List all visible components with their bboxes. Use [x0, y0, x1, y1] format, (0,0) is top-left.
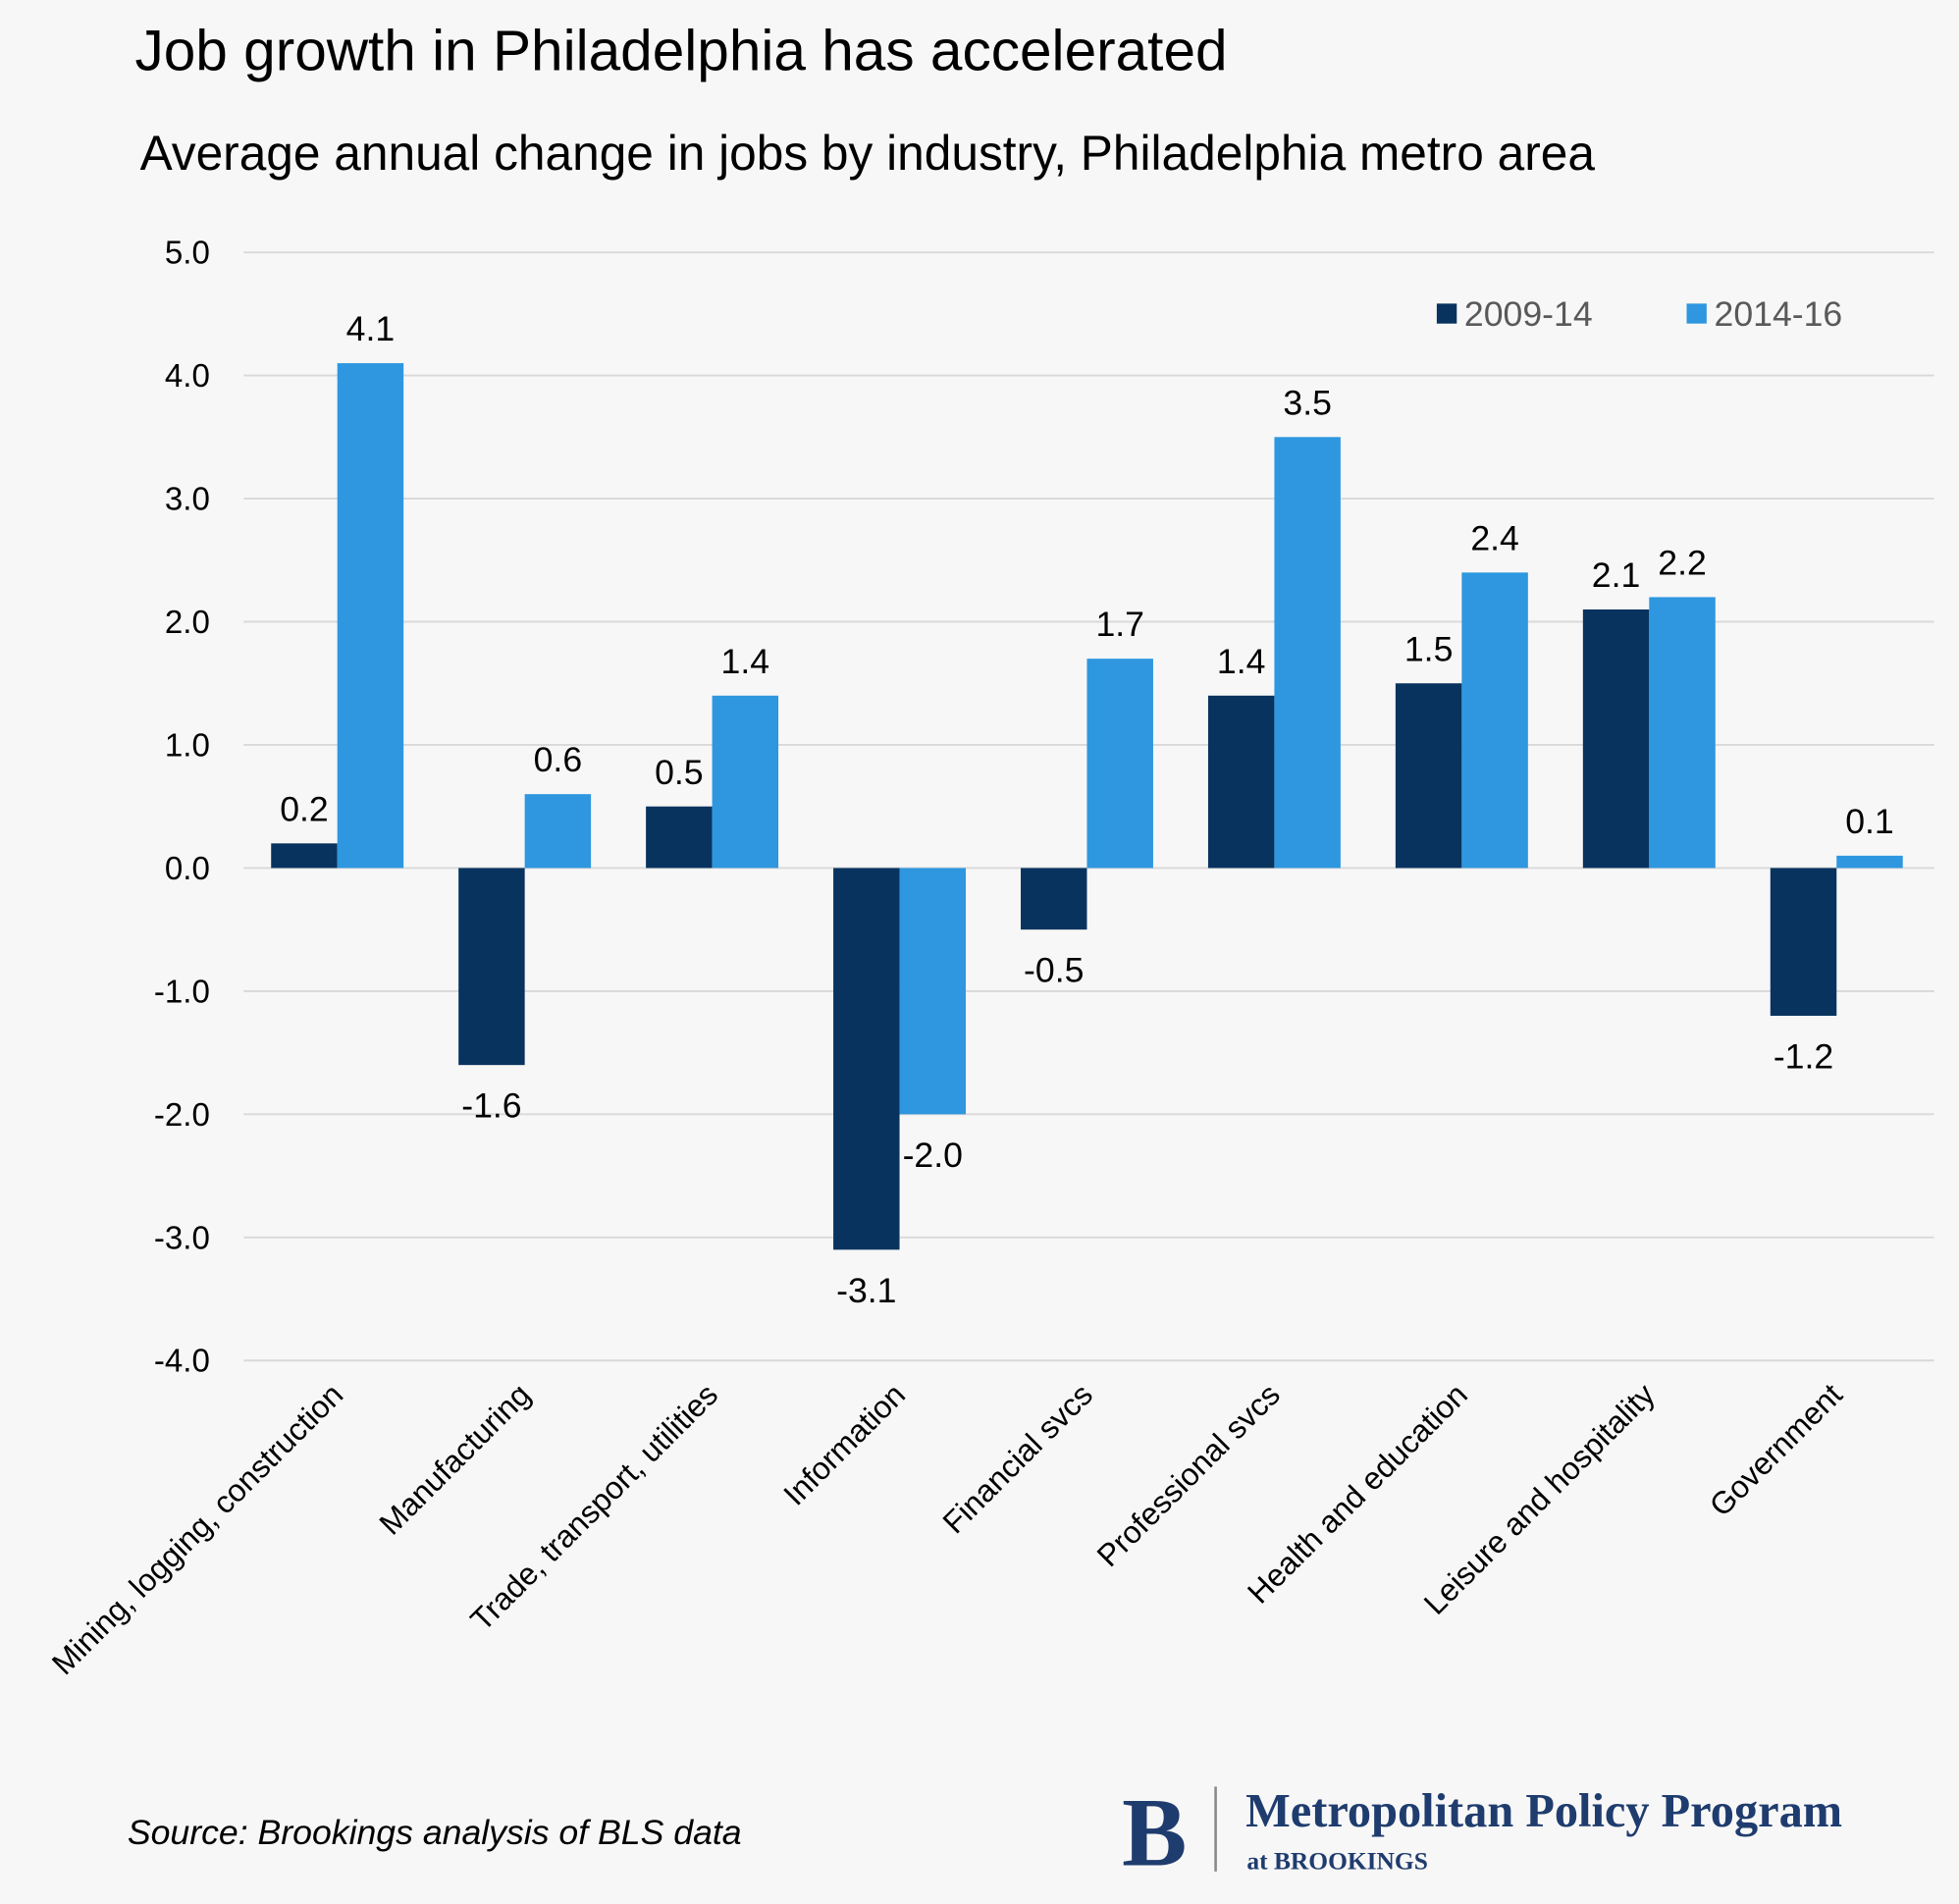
value-label: -0.5 [1024, 951, 1084, 990]
value-label: 1.7 [1095, 605, 1144, 644]
legend-label: 2014-16 [1715, 294, 1843, 334]
value-label: 2.2 [1658, 544, 1707, 583]
bar [1207, 695, 1275, 869]
value-label: -1.2 [1774, 1036, 1833, 1076]
y-tick-label: 3.0 [165, 482, 210, 518]
value-label: -2.0 [903, 1136, 963, 1175]
y-tick-label: -1.0 [154, 974, 210, 1010]
bar [1461, 572, 1528, 869]
value-label: 0.2 [280, 789, 329, 828]
y-tick-label: 1.0 [165, 727, 210, 764]
chart-subtitle: Average annual change in jobs by industr… [140, 126, 1596, 181]
bar [1086, 659, 1153, 869]
bar [271, 843, 338, 869]
value-label: 0.6 [534, 740, 583, 779]
bar [458, 868, 525, 1066]
logo-letter: B [1122, 1780, 1187, 1887]
bar [524, 794, 592, 869]
bar [1649, 597, 1716, 869]
source: Source: Brookings analysis of BLS data [128, 1813, 742, 1852]
value-label: -3.1 [836, 1271, 896, 1310]
y-tick-label: 4.0 [165, 358, 210, 395]
value-label: 2.4 [1470, 518, 1519, 557]
y-tick-label: 0.0 [165, 851, 210, 887]
bar [646, 806, 713, 869]
y-tick-label: 5.0 [165, 236, 210, 272]
y-tick-label: -4.0 [154, 1344, 210, 1380]
legend-label: 2009-14 [1464, 294, 1593, 334]
y-tick-label: -2.0 [154, 1097, 210, 1134]
chart-title: Job growth in Philadelphia has accelerat… [134, 19, 1227, 82]
bar [712, 695, 779, 869]
logo-sub: at BROOKINGS [1246, 1846, 1427, 1875]
bar [1770, 868, 1837, 1016]
value-label: 1.4 [1217, 642, 1266, 681]
bar [1274, 437, 1341, 869]
value-label: 3.5 [1283, 383, 1332, 422]
logo-name: Metropolitan Policy Program [1245, 1785, 1842, 1837]
bar [1021, 868, 1087, 930]
bar [1582, 608, 1650, 869]
value-label: -1.6 [461, 1086, 521, 1126]
y-tick-label: -3.0 [154, 1220, 210, 1256]
value-label: 0.1 [1845, 802, 1894, 841]
bar [1395, 683, 1462, 869]
legend-swatch [1436, 303, 1457, 324]
bar [1836, 855, 1903, 869]
legend-swatch [1686, 303, 1707, 324]
bar [833, 868, 900, 1250]
value-label: 0.5 [655, 753, 704, 792]
value-label: 1.4 [721, 642, 770, 681]
bar [337, 363, 404, 869]
y-tick-label: 2.0 [165, 605, 210, 641]
value-label: 2.1 [1592, 555, 1641, 595]
value-label: 4.1 [346, 309, 396, 348]
value-label: 1.5 [1404, 629, 1454, 668]
bar [899, 868, 966, 1115]
